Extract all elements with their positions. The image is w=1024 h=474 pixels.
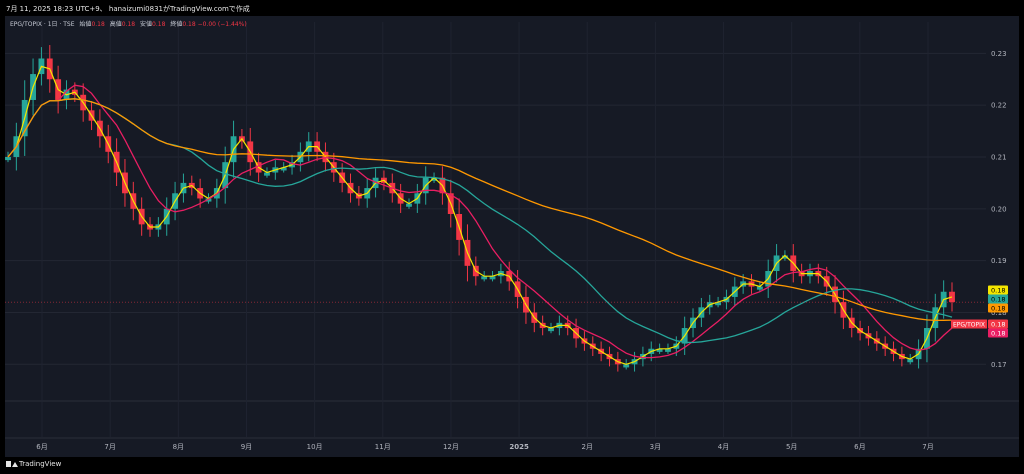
price-tag-bg xyxy=(988,285,1008,295)
candle-body[interactable] xyxy=(205,198,212,202)
legend-high-value: 0.18 xyxy=(121,21,136,28)
x-tick-label: 7月 xyxy=(922,443,933,451)
price-tag-value: 0.18 xyxy=(991,296,1005,304)
price-tag-bg xyxy=(988,294,1008,304)
price-tag: 0.18 xyxy=(988,285,1008,295)
legend-close-value: 0.18 xyxy=(182,21,196,28)
y-tick-label: 0.17 xyxy=(991,361,1007,369)
moving-average-line xyxy=(7,98,953,322)
legend-open-value: 0.18 xyxy=(91,21,105,28)
candle-body[interactable] xyxy=(656,348,663,352)
legend-change: −0.00 (−1.44%) xyxy=(197,21,247,28)
candle-body[interactable] xyxy=(756,286,763,290)
candle-body[interactable] xyxy=(280,167,287,171)
price-tag-value: 0.18 xyxy=(991,287,1005,295)
candle-body[interactable] xyxy=(489,276,496,280)
snapshot-header: 7月 11, 2025 18:23 UTC+9、 hanaizumi0831がT… xyxy=(6,5,250,13)
candle-body[interactable] xyxy=(264,172,270,176)
price-tag-value: 0.18 xyxy=(991,330,1005,338)
moving-average-line xyxy=(7,65,953,365)
y-tick-label: 0.18 xyxy=(991,309,1007,317)
x-tick-label: 10月 xyxy=(307,443,323,451)
x-tick-label: 7月 xyxy=(104,443,115,451)
tradingview-footer: TradingView xyxy=(6,460,61,468)
x-tick-label: 11月 xyxy=(375,443,391,451)
candle-body[interactable] xyxy=(623,364,630,368)
candle-body[interactable] xyxy=(431,177,437,181)
x-tick-label: 4月 xyxy=(718,443,729,451)
x-tick-label: 12月 xyxy=(443,443,459,451)
legend-low-value: 0.18 xyxy=(152,21,166,28)
chart-panel[interactable] xyxy=(5,16,1019,457)
candle-body[interactable] xyxy=(406,203,412,207)
price-tag-bg xyxy=(988,328,1008,338)
tradingview-logo-icon xyxy=(6,461,18,467)
tradingview-brand: TradingView xyxy=(19,460,62,468)
x-tick-label: 2月 xyxy=(581,443,592,451)
price-tag: EPG/TOPIX 0.18 xyxy=(951,319,1008,329)
legend-title[interactable]: EPG/TOPIX · 1日 · TSE xyxy=(10,21,75,28)
price-tag-bg xyxy=(988,319,1008,329)
candle-body[interactable] xyxy=(715,302,722,306)
symbol-legend: EPG/TOPIX · 1日 · TSE 始値0.18 高値0.18 安値0.1… xyxy=(10,19,247,28)
candle-body[interactable] xyxy=(481,276,488,280)
candle-body[interactable] xyxy=(907,359,914,363)
price-tag-value: 0.18 xyxy=(991,305,1005,313)
price-tag-bg xyxy=(988,303,1008,313)
x-tick-label: 9月 xyxy=(241,443,252,451)
price-tag: 0.18 xyxy=(988,303,1008,313)
candle-body[interactable] xyxy=(665,348,671,352)
price-tag-value: 0.18 xyxy=(991,321,1005,329)
price-tag: 0.18 xyxy=(988,328,1008,338)
x-tick-label: 2025 xyxy=(509,443,529,451)
x-tick-label: 5月 xyxy=(786,443,797,451)
x-tick-label: 8月 xyxy=(173,443,184,451)
x-tick-label: 6月 xyxy=(854,443,865,451)
legend-low-label: 安値 xyxy=(140,21,153,28)
legend-close-label: 終値 xyxy=(170,21,183,28)
y-tick-label: 0.22 xyxy=(991,102,1007,110)
price-tag: 0.18 xyxy=(988,294,1008,304)
legend-open-label: 始値 xyxy=(79,21,92,28)
x-tick-label: 3月 xyxy=(650,443,661,451)
candle-body[interactable] xyxy=(548,328,554,332)
y-tick-label: 0.19 xyxy=(991,257,1007,265)
legend-high-label: 高値 xyxy=(109,21,122,28)
candle-body[interactable] xyxy=(5,156,11,161)
y-tick-label: 0.21 xyxy=(991,153,1007,161)
y-tick-label: 0.20 xyxy=(991,205,1007,213)
y-tick-label: 0.23 xyxy=(991,50,1007,58)
symbol-tag-label: EPG/TOPIX xyxy=(953,322,985,329)
symbol-tag-bg xyxy=(951,319,987,329)
x-tick-label: 6月 xyxy=(36,443,47,451)
candle-body[interactable] xyxy=(781,255,788,259)
moving-average-line xyxy=(7,84,953,359)
